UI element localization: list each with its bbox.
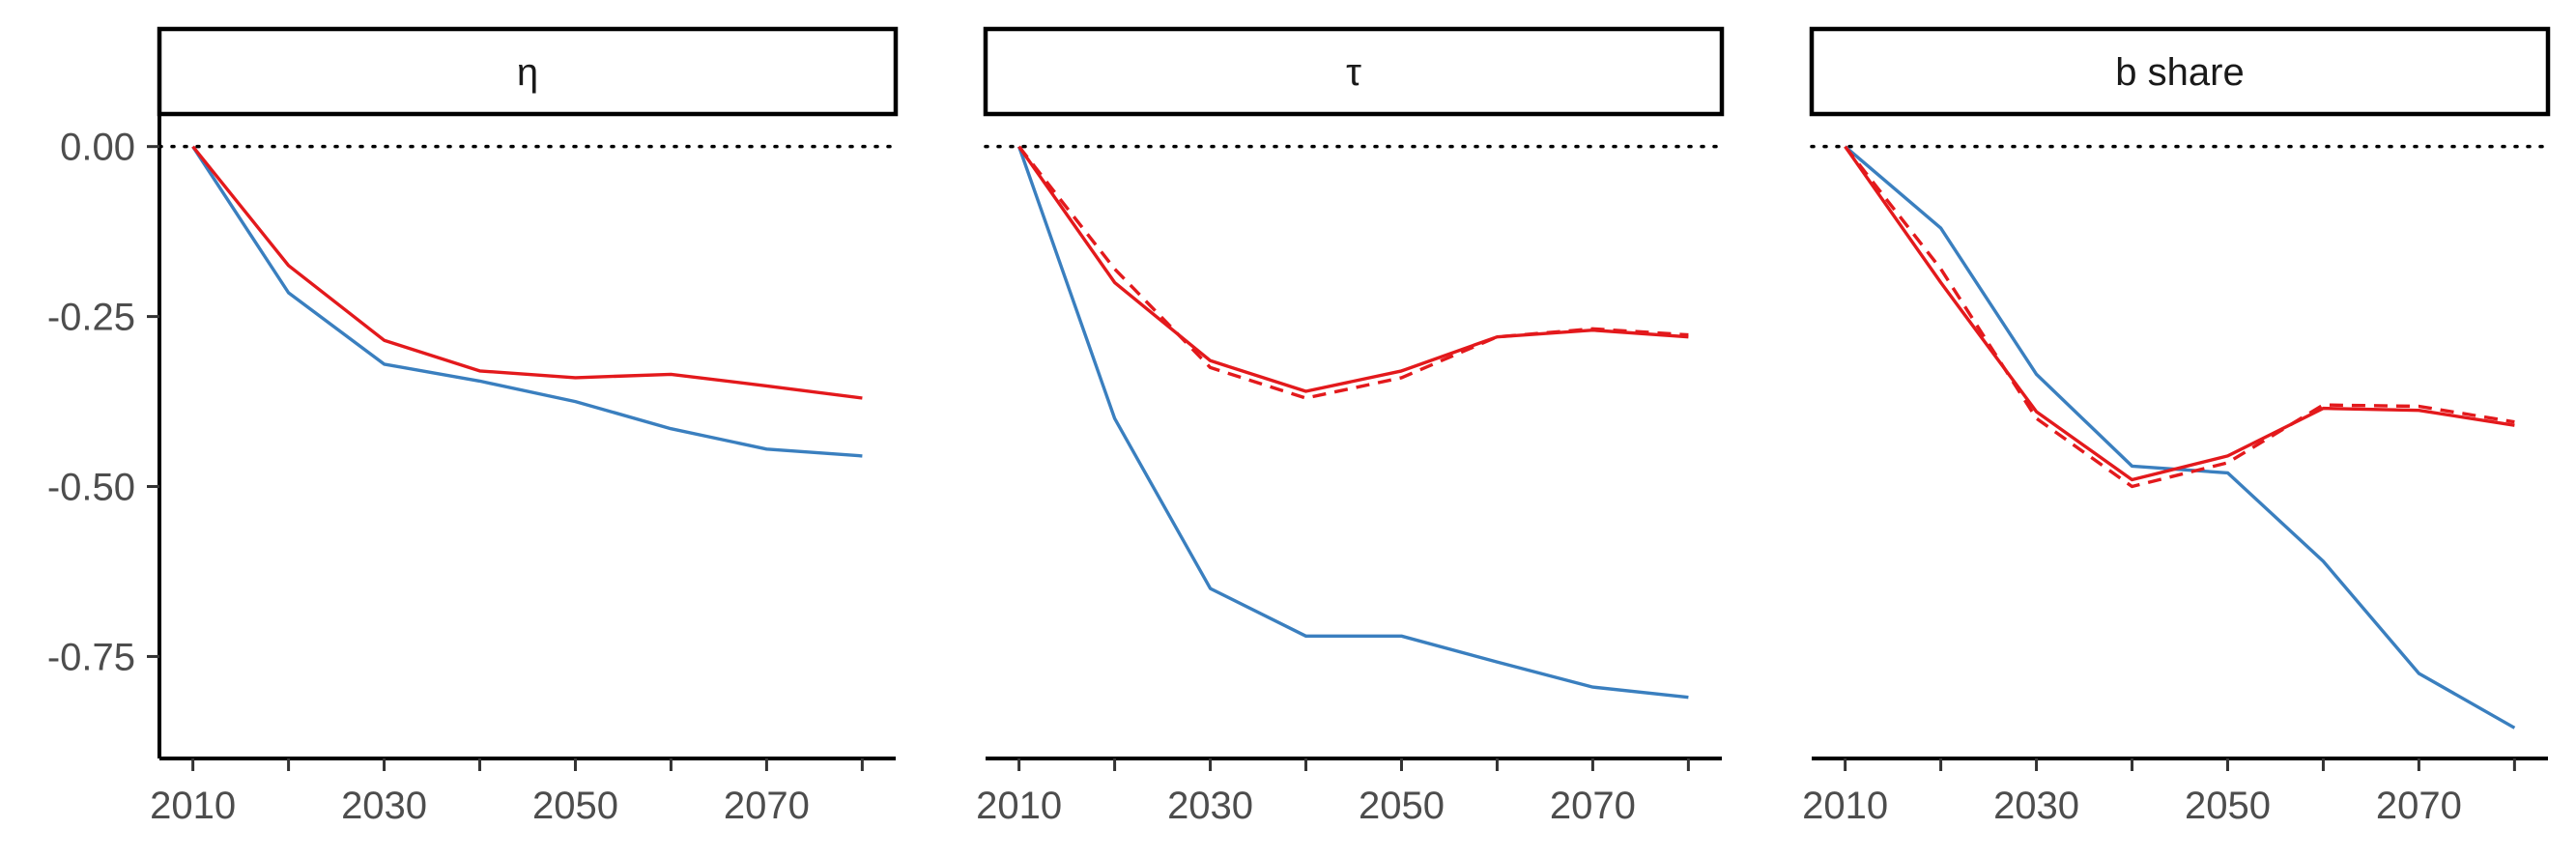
x-tick-label: 2030 (341, 785, 427, 827)
red-dashed-series-line (1844, 145, 2515, 489)
panel-strip (983, 26, 1725, 117)
red-dashed-series-line (1017, 145, 1689, 400)
red-solid-series-line (1844, 145, 2515, 482)
x-tick-label: 2070 (724, 785, 810, 827)
blue-solid-series-line (1016, 146, 1689, 700)
panel-strip (1809, 26, 2551, 117)
blue-solid-series-line (191, 145, 863, 458)
panel-1: η 2010 2030 2050 2070 0.00 -0.25 -0.50 -0.75 (47, 26, 899, 827)
blue-solid-series-line (1844, 145, 2516, 729)
x-tick-label: 2030 (1167, 785, 1253, 827)
panel-3: b share 2010 2030 2050 2070 (1802, 26, 2551, 827)
y-tick-label: -0.50 (47, 467, 135, 509)
panel-2: τ 2010 2030 2050 2070 (976, 26, 1725, 827)
y-tick-label: -0.25 (47, 297, 135, 339)
x-tick-label: 2010 (1802, 785, 1888, 827)
x-tick-label: 2010 (976, 785, 1062, 827)
y-tick-label: -0.75 (47, 636, 135, 678)
red-solid-series-line (1017, 145, 1689, 393)
x-tick-label: 2070 (1550, 785, 1636, 827)
panel-strip (157, 26, 899, 117)
x-tick-label: 2010 (150, 785, 236, 827)
panel-title: τ (1346, 51, 1361, 94)
x-tick-label: 2050 (2185, 785, 2271, 827)
x-tick-label: 2050 (1359, 785, 1445, 827)
x-tick-label: 2070 (2376, 785, 2462, 827)
red-solid-series-line (191, 145, 863, 400)
y-tick-label: 0.00 (60, 127, 135, 169)
x-tick-label: 2050 (532, 785, 618, 827)
panel-title: b share (2115, 51, 2244, 94)
x-tick-label: 2030 (1993, 785, 2079, 827)
panel-title: η (517, 51, 538, 94)
